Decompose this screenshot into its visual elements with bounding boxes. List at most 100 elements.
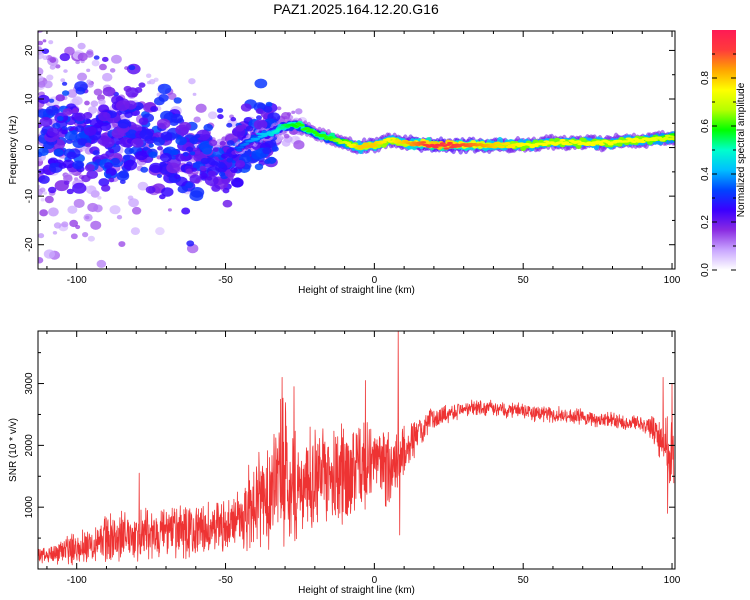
noise-blob — [221, 137, 226, 142]
snr-series-line — [38, 331, 675, 566]
spectral-blob — [52, 122, 61, 130]
noise-blob — [207, 111, 218, 120]
ridge-peak — [607, 143, 614, 146]
noise-blob — [130, 227, 141, 235]
spectrogram-y-tick-label: -10 — [24, 188, 35, 203]
ridge-peak — [336, 139, 343, 142]
noise-blob — [77, 72, 88, 82]
noise-blob — [40, 198, 45, 202]
spectral-blob — [101, 184, 111, 192]
spectral-blob — [148, 151, 158, 159]
snr-x-tick-label: 0 — [372, 575, 378, 586]
spectral-blob — [123, 85, 132, 93]
spectral-blob — [153, 97, 165, 106]
ridge-peak — [327, 136, 334, 139]
ridge-peak — [371, 144, 378, 148]
noise-blob — [71, 96, 83, 106]
spectral-blob — [63, 180, 70, 185]
noise-blob — [281, 139, 291, 147]
spectral-blob — [45, 105, 59, 116]
ridge-peak — [443, 147, 450, 150]
spectral-blob — [138, 117, 149, 126]
noise-blob — [98, 98, 106, 106]
spectral-blob — [230, 167, 238, 174]
noise-blob — [85, 50, 94, 58]
noise-blob — [84, 100, 90, 106]
spectrogram-x-tick-label: 0 — [372, 275, 378, 286]
spectrogram-x-axis-label: Height of straight line (km) — [298, 285, 415, 296]
noise-blob — [283, 133, 290, 139]
ridge-peak — [293, 125, 300, 128]
spectral-blob — [105, 173, 112, 179]
spectral-blob — [61, 126, 68, 131]
noise-blob — [293, 140, 305, 150]
noise-blob — [128, 198, 139, 208]
noise-blob — [131, 206, 142, 215]
noise-blob — [109, 68, 116, 73]
ridge-peak — [491, 146, 498, 149]
spectrogram-x-tick-label: -50 — [218, 275, 233, 286]
ridge-peak — [321, 135, 328, 138]
noise-blob — [118, 241, 126, 247]
snr-frame — [37, 330, 676, 570]
spectral-blob — [71, 108, 79, 114]
spectral-blob — [108, 177, 115, 183]
ridge-peak — [670, 137, 675, 141]
spectral-blob — [175, 136, 187, 146]
spectral-blob — [55, 94, 65, 102]
spectral-blob — [66, 151, 77, 160]
ridge-peak — [566, 143, 573, 146]
spectral-blob — [75, 125, 85, 133]
snr-x-tick-label: -50 — [218, 575, 233, 586]
spectral-blob — [194, 133, 201, 139]
spectral-blob — [61, 129, 68, 135]
spectral-blob — [100, 153, 110, 161]
noise-blob — [137, 181, 149, 191]
ridge-peak — [598, 143, 605, 146]
noise-blob — [39, 187, 46, 193]
noise-blob — [84, 31, 88, 32]
spectral-blob — [230, 117, 237, 122]
noise-blob — [82, 232, 89, 238]
snr-y-tick-label: 1000 — [24, 496, 35, 519]
spectral-blob — [72, 182, 87, 194]
spectral-blob — [110, 157, 120, 166]
spectral-blob — [116, 171, 130, 181]
ridge-peak — [532, 144, 539, 148]
spectral-blob — [38, 168, 46, 175]
spectral-blob — [185, 146, 194, 153]
spectral-blob — [156, 118, 171, 130]
ridge-peak — [498, 145, 505, 149]
spectral-blob — [139, 129, 154, 140]
noise-blob — [38, 257, 44, 264]
spectral-blob — [263, 105, 273, 113]
noise-blob — [102, 72, 113, 82]
noise-blob — [63, 174, 73, 183]
ridge-peak — [380, 140, 387, 144]
ridge-peak — [298, 124, 305, 127]
spectrogram-y-axis-label: Frequency (Hz) — [8, 116, 19, 185]
ridge-peak — [557, 141, 564, 144]
spectrogram-frame — [37, 30, 676, 270]
noise-blob — [90, 100, 99, 107]
noise-blob — [73, 198, 85, 209]
noise-blob — [99, 0, 110, 9]
noise-blob — [192, 92, 197, 96]
spectral-blob — [196, 129, 211, 141]
noise-blob — [86, 68, 91, 73]
colorbar: 0.0 0.2 0.4 0.6 0.8 Normalized spectral ampl… — [700, 30, 747, 277]
spectral-blob — [189, 151, 196, 156]
spectral-blob — [84, 126, 97, 136]
noise-blob — [93, 88, 103, 96]
spectral-blob — [201, 146, 213, 155]
spectral-blob — [39, 116, 53, 127]
noise-blob — [195, 103, 207, 113]
spectral-blob — [175, 153, 186, 162]
noise-blob — [43, 80, 53, 89]
spectral-blob — [123, 159, 138, 171]
spectral-blob — [98, 178, 110, 187]
spectral-blob — [271, 146, 279, 152]
ridge-peak — [439, 142, 446, 145]
